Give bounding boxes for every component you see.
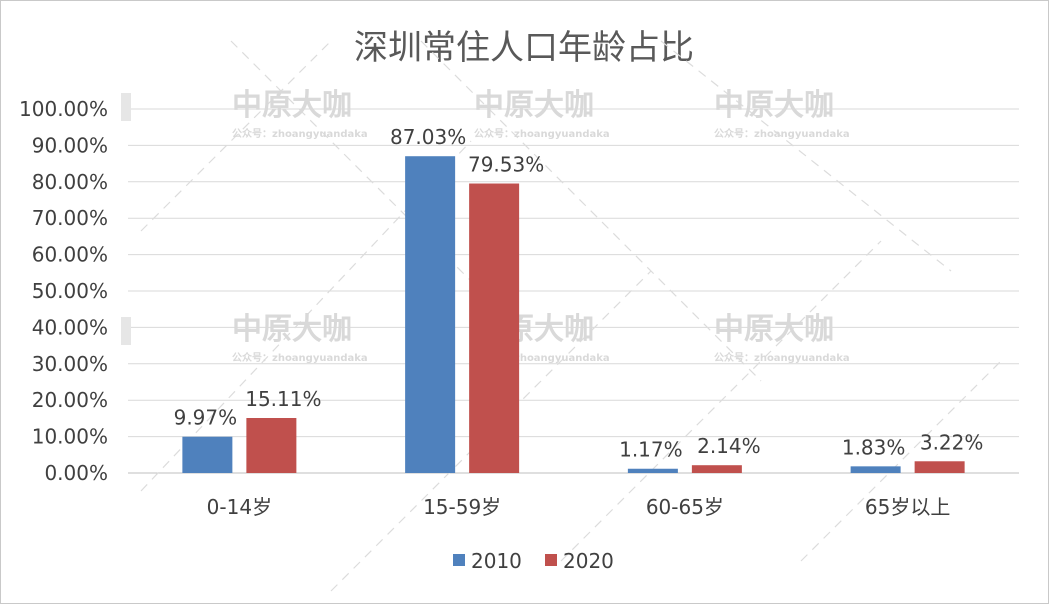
watermark-line — [660, 40, 952, 272]
y-tick-label: 80.00% — [32, 170, 108, 194]
y-tick-label: 100.00% — [19, 97, 108, 121]
y-tick-label: 30.00% — [32, 352, 108, 376]
y-tick-label: 10.00% — [32, 425, 108, 449]
data-label: 79.53% — [468, 153, 544, 177]
x-axis-categories: 0-14岁 15-59岁 60-65岁 65岁以上 — [207, 495, 951, 519]
x-category-label: 0-14岁 — [207, 495, 272, 519]
bar-2010-0 — [182, 436, 233, 473]
bar-2020-2 — [691, 465, 742, 473]
x-category-label: 15-59岁 — [423, 495, 501, 519]
y-tick-label: 0.00% — [44, 461, 108, 485]
bar-2010-2 — [627, 468, 678, 473]
watermark-sub: 公众号：zhoangyuandaka — [232, 127, 368, 140]
watermark-brand: 中原大咖 — [714, 88, 834, 123]
watermark-brand: 中原大咖 — [232, 88, 352, 123]
data-label: 9.97% — [174, 406, 238, 430]
data-labels: 9.97% 15.11% 87.03%79.53% 1.17% 2.14% 1.83% 3.… — [174, 125, 984, 462]
watermark-line — [140, 40, 332, 232]
watermark-line — [420, 40, 762, 382]
x-category-label: 65岁以上 — [865, 495, 950, 519]
bar-2020-1 — [469, 183, 520, 473]
data-label: 2.14% — [697, 434, 761, 458]
y-tick-label: 50.00% — [32, 279, 108, 303]
bar-2010-1 — [405, 156, 456, 473]
y-tick-label: 20.00% — [32, 388, 108, 412]
y-tick-label: 90.00% — [32, 133, 108, 157]
data-label: 87.03% — [390, 125, 466, 149]
watermark-fragment — [121, 93, 131, 121]
bar-2010-3 — [850, 466, 901, 473]
watermark-sub: 公众号：zhoangyuandaka — [714, 127, 850, 140]
watermark-line — [560, 240, 882, 562]
bar-2020-3 — [914, 461, 965, 473]
watermark-brand: 中原大咖 — [474, 88, 594, 123]
legend-swatch — [453, 554, 465, 566]
y-tick-label: 60.00% — [32, 243, 108, 267]
y-axis-ticks: 0.00% 10.00% 20.00% 30.00% 40.00% 50.00% 60.00… — [19, 97, 108, 485]
chart-title: 深圳常住人口年龄占比 — [354, 28, 694, 68]
data-label: 1.83% — [842, 435, 906, 459]
data-label: 3.22% — [920, 430, 984, 454]
watermark-brand: 中原大咖 — [232, 312, 352, 347]
data-label: 1.17% — [619, 438, 683, 462]
x-category-label: 60-65岁 — [646, 495, 724, 519]
legend-swatch — [545, 554, 557, 566]
legend-label: 2020 — [563, 549, 614, 573]
watermark-brand: 中原大咖 — [714, 312, 834, 347]
legend-label: 2010 — [471, 549, 522, 573]
watermark-fragment — [121, 317, 131, 345]
watermark-sub: 公众号：zhoangyuandaka — [474, 127, 610, 140]
bar-2020-0 — [246, 417, 297, 473]
y-tick-label: 40.00% — [32, 315, 108, 339]
watermark-line — [800, 360, 1002, 562]
y-tick-label: 70.00% — [32, 206, 108, 230]
bars — [182, 156, 965, 473]
legend: 2010 2020 — [453, 549, 614, 573]
watermark-sub: 公众号：zhoangyuandaka — [232, 351, 368, 364]
data-label: 15.11% — [245, 387, 321, 411]
watermark-sub: 公众号：zhoangyuandaka — [714, 351, 850, 364]
